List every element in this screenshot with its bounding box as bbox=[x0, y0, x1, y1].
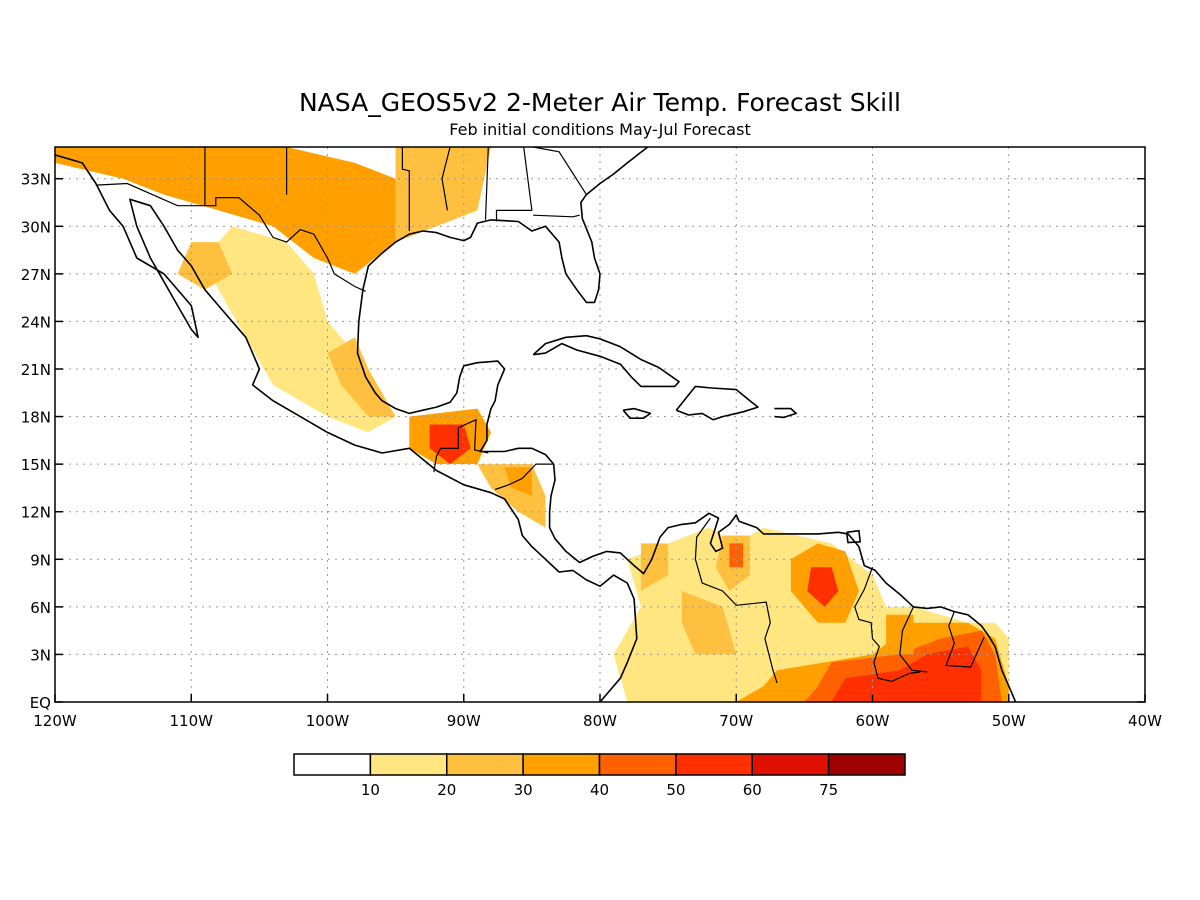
coastline-florida-east bbox=[565, 147, 649, 304]
coastline-hispaniola bbox=[675, 385, 759, 421]
skill-region bbox=[504, 467, 532, 496]
legend-label: 10 bbox=[361, 781, 380, 799]
skill-region bbox=[681, 591, 737, 655]
border-suriname-guiana bbox=[945, 611, 985, 668]
skill-region bbox=[729, 543, 744, 568]
legend-label: 40 bbox=[590, 781, 609, 799]
coastline-cuba bbox=[532, 334, 680, 388]
skill-region bbox=[640, 543, 669, 591]
legend-label: 75 bbox=[819, 781, 838, 799]
legend-swatch bbox=[598, 753, 677, 776]
legend-swatch bbox=[751, 753, 830, 776]
lon-tick-label: 60W bbox=[856, 712, 890, 730]
legend-label: 60 bbox=[743, 781, 762, 799]
border-us-mexico bbox=[95, 182, 366, 292]
legend-label: 50 bbox=[666, 781, 685, 799]
border-us-states-3 bbox=[401, 147, 410, 231]
lon-tick-label: 50W bbox=[992, 712, 1026, 730]
border-us-states-9 bbox=[533, 147, 587, 195]
skill-region bbox=[886, 614, 914, 655]
lat-tick-label: 30N bbox=[21, 218, 51, 236]
lon-tick-label: 110W bbox=[170, 712, 214, 730]
lat-tick-label: 21N bbox=[21, 361, 51, 379]
map-subtitle: Feb initial conditions May-Jul Forecast bbox=[449, 120, 750, 139]
lat-tick-label: 24N bbox=[21, 313, 51, 331]
coastline-gulf-coast bbox=[356, 219, 1017, 702]
coastline-trinidad bbox=[845, 529, 862, 544]
border-honduras-nicaragua bbox=[494, 463, 554, 491]
border-us-states-8 bbox=[533, 214, 580, 218]
border-us-states-5 bbox=[484, 147, 489, 220]
lon-tick-label: 120W bbox=[33, 712, 77, 730]
legend-swatch bbox=[675, 753, 753, 776]
legend-swatch bbox=[293, 753, 372, 776]
border-us-states-6 bbox=[495, 209, 532, 222]
lat-tick-label: 3N bbox=[30, 646, 51, 664]
coastline-north-america-pacific bbox=[55, 154, 638, 702]
legend-swatch bbox=[522, 753, 601, 776]
lat-tick-label: 9N bbox=[30, 551, 51, 569]
lat-tick-label: 27N bbox=[21, 266, 51, 284]
skill-region bbox=[429, 424, 471, 465]
graticule-grid bbox=[55, 147, 1145, 702]
lon-tick-label: 40W bbox=[1128, 712, 1162, 730]
lat-tick-label: 33N bbox=[21, 171, 51, 189]
coastlines bbox=[55, 147, 1017, 702]
border-us-states-7 bbox=[523, 147, 533, 211]
lat-tick-label: EQ bbox=[30, 694, 51, 712]
legend-label: 30 bbox=[514, 781, 533, 799]
color-legend: 10 20 30 40 50 60 75 bbox=[293, 753, 906, 799]
legend-swatch bbox=[827, 753, 906, 776]
lon-tick-label: 70W bbox=[719, 712, 753, 730]
coastline-jamaica bbox=[622, 407, 652, 420]
map-frame bbox=[54, 146, 1146, 703]
map-title: NASA_GEOS5v2 2-Meter Air Temp. Forecast … bbox=[299, 88, 901, 117]
lat-tick-label: 6N bbox=[30, 599, 51, 617]
border-us-states-4 bbox=[441, 147, 451, 211]
lat-tick-label: 18N bbox=[21, 409, 51, 427]
axis-ticks: 120W 110W 100W 90W 80W 70W 60W 50W 40W EQ 3N 6N 9N 12… bbox=[21, 171, 1162, 730]
lat-tick-label: 15N bbox=[21, 456, 51, 474]
lon-tick-label: 90W bbox=[447, 712, 481, 730]
skill-region bbox=[807, 567, 839, 607]
coastline-puerto-rico bbox=[774, 407, 798, 419]
legend-label: 20 bbox=[437, 781, 456, 799]
lon-tick-label: 100W bbox=[306, 712, 350, 730]
border-guyana-suriname bbox=[899, 606, 928, 673]
political-borders bbox=[95, 147, 985, 684]
border-venezuela-guyana bbox=[854, 566, 921, 683]
border-guatemala-belize bbox=[433, 418, 489, 473]
legend-swatch bbox=[446, 753, 524, 776]
lon-tick-label: 80W bbox=[583, 712, 617, 730]
border-colombia-venezuela bbox=[694, 517, 778, 684]
legend-swatch bbox=[369, 753, 448, 776]
skill-region bbox=[395, 147, 491, 243]
lat-tick-label: 12N bbox=[21, 504, 51, 522]
